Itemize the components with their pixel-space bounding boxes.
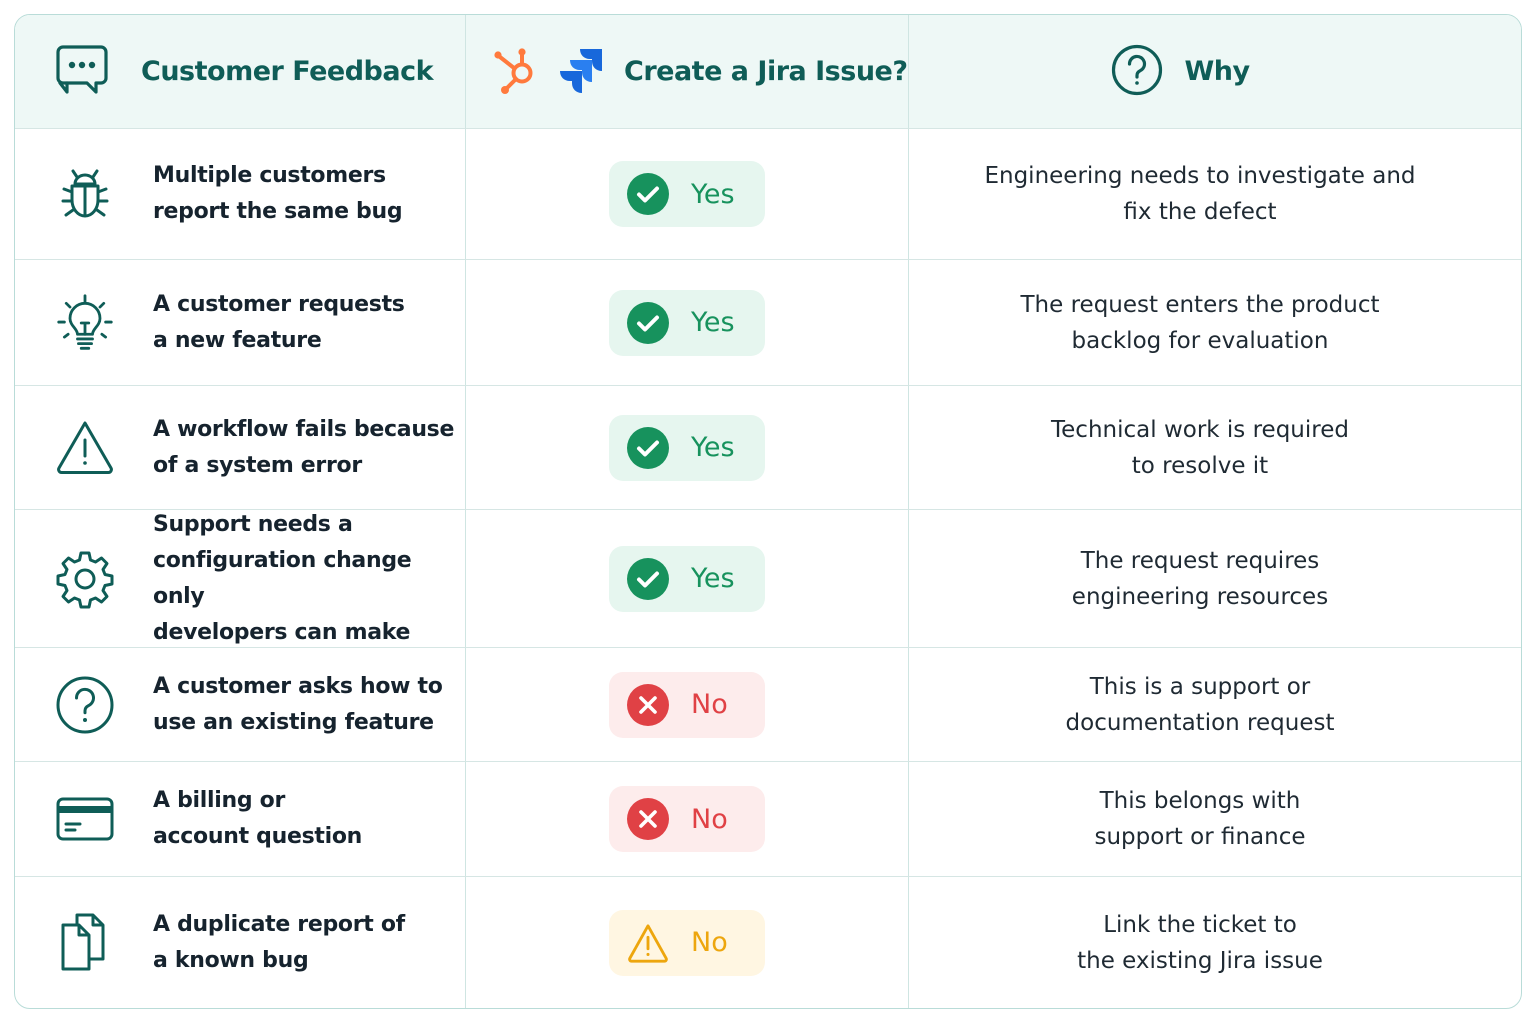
why-line: Technical work is required — [1051, 416, 1349, 443]
feedback-cell: A workflow fails because of a system err… — [15, 386, 466, 510]
feedback-line: Support needs a — [153, 511, 353, 537]
decision-label: No — [691, 689, 728, 720]
bug-icon — [55, 164, 115, 224]
decision-label: Yes — [691, 178, 735, 210]
check-circle-icon — [627, 173, 669, 215]
why-cell: The request enters the product backlog f… — [909, 260, 1521, 386]
why-line: The request enters the product — [1020, 291, 1380, 318]
decision-badge-yes: Yes — [609, 161, 765, 227]
chat-bubble-icon — [55, 43, 109, 101]
feedback-cell: A customer requests a new feature — [15, 260, 466, 386]
decision-badge-warning: No — [609, 909, 765, 976]
feedback-line: A workflow fails because — [153, 416, 455, 442]
why-cell: Technical work is required to resolve it — [909, 386, 1521, 510]
header-create-jira-issue: Create a Jira Issue? — [466, 15, 909, 129]
decision-badge-no: No — [609, 671, 765, 738]
why-line: support or finance — [1094, 824, 1306, 850]
feedback-line: A customer requests — [153, 291, 405, 317]
why-line: Engineering needs to investigate and — [984, 163, 1416, 189]
duplicate-documents-icon — [55, 913, 115, 973]
column-title-feedback: Customer Feedback — [141, 56, 434, 87]
lightbulb-icon — [55, 293, 115, 353]
feedback-line: A duplicate report of — [153, 911, 405, 937]
question-circle-icon — [1110, 43, 1164, 101]
feedback-line: A billing or — [153, 788, 286, 813]
feedback-line: A customer asks how to — [153, 673, 443, 699]
why-line: This is a support or — [1089, 673, 1311, 700]
feedback-line: a new feature — [153, 327, 322, 353]
decision-label: No — [691, 803, 728, 835]
feedback-line: a known bug — [153, 947, 309, 973]
question-icon — [55, 675, 115, 735]
decision-cell: No — [466, 762, 909, 877]
feedback-cell: A customer asks how to use an existing f… — [15, 648, 466, 762]
why-cell: This is a support or documentation reque… — [909, 648, 1521, 762]
decision-label: Yes — [691, 432, 735, 463]
decision-cell: Yes — [466, 129, 909, 260]
feedback-decision-table: Customer Feedback — [14, 14, 1522, 1009]
feedback-line: use an existing feature — [153, 709, 434, 735]
why-line: to resolve it — [1131, 452, 1269, 479]
feedback-cell: Support needs a configuration change onl… — [15, 510, 466, 648]
decision-badge-yes: Yes — [609, 545, 765, 612]
why-cell: The request requires engineering resourc… — [909, 510, 1521, 648]
decision-cell: Yes — [466, 510, 909, 648]
warning-icon — [55, 418, 115, 478]
check-circle-icon — [627, 426, 669, 469]
why-line: Link the ticket to — [1103, 911, 1297, 938]
why-line: fix the defect — [1123, 199, 1277, 225]
why-line: the existing Jira issue — [1077, 947, 1323, 974]
feedback-line: of a system error — [153, 452, 362, 478]
feedback-cell: Multiple customers report the same bug — [15, 129, 466, 260]
decision-label: No — [691, 927, 728, 958]
decision-label: Yes — [691, 563, 735, 594]
x-circle-icon — [627, 683, 669, 726]
decision-badge-yes: Yes — [609, 414, 765, 481]
decision-cell: No — [466, 648, 909, 762]
decision-badge-yes: Yes — [609, 289, 765, 356]
warning-triangle-icon — [627, 922, 669, 964]
header-why: Why — [909, 15, 1521, 129]
feedback-line: developers can make — [153, 619, 411, 645]
decision-cell: Yes — [466, 386, 909, 510]
feedback-line: account question — [153, 824, 363, 849]
feedback-cell: A billing or account question — [15, 762, 466, 877]
feedback-cell: A duplicate report of a known bug — [15, 877, 466, 1008]
why-line: documentation request — [1065, 709, 1335, 736]
jira-logo-icon — [556, 45, 606, 99]
why-cell: Engineering needs to investigate and fix… — [909, 129, 1521, 260]
feedback-line: configuration change only — [153, 547, 412, 609]
why-line: The request requires — [1080, 547, 1320, 574]
decision-label: Yes — [691, 307, 735, 338]
why-line: engineering resources — [1071, 583, 1329, 610]
decision-cell: Yes — [466, 260, 909, 386]
check-circle-icon — [627, 557, 669, 600]
check-circle-icon — [627, 301, 669, 344]
why-cell: Link the ticket to the existing Jira iss… — [909, 877, 1521, 1008]
column-title-why: Why — [1184, 56, 1250, 87]
feedback-line: report the same bug — [153, 199, 403, 224]
why-line: This belongs with — [1099, 788, 1301, 814]
decision-cell: No — [466, 877, 909, 1008]
credit-card-icon — [55, 789, 115, 849]
feedback-line: Multiple customers — [153, 163, 386, 188]
decision-badge-no: No — [609, 786, 765, 852]
why-cell: This belongs with support or finance — [909, 762, 1521, 877]
hubspot-logo-icon — [492, 44, 542, 100]
gear-icon — [55, 549, 115, 609]
x-circle-icon — [627, 798, 669, 840]
why-line: backlog for evaluation — [1071, 327, 1329, 354]
column-title-decision: Create a Jira Issue? — [624, 56, 908, 87]
header-customer-feedback: Customer Feedback — [15, 15, 466, 129]
